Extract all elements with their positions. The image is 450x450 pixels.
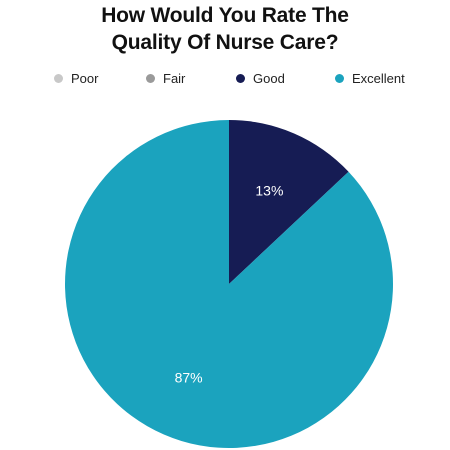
- chart-title: How Would You Rate The Quality Of Nurse …: [0, 2, 450, 56]
- legend-item-fair[interactable]: Fair: [146, 71, 185, 86]
- legend-swatch-fair: [146, 74, 155, 83]
- legend-item-poor[interactable]: Poor: [54, 71, 98, 86]
- legend-label-good: Good: [253, 71, 285, 86]
- chart-title-line-1: How Would You Rate The: [101, 4, 349, 27]
- chart-legend: Poor Fair Good Excellent: [0, 71, 450, 89]
- legend-label-fair: Fair: [163, 71, 186, 86]
- legend-item-good[interactable]: Good: [236, 71, 285, 86]
- legend-item-excellent[interactable]: Excellent: [335, 71, 405, 86]
- legend-swatch-poor: [54, 74, 63, 83]
- pie-label-excellent: 87%: [175, 369, 203, 385]
- pie-slice-excellent[interactable]: [65, 120, 394, 448]
- legend-swatch-excellent: [335, 74, 344, 83]
- chart-title-line-2: Quality Of Nurse Care?: [111, 31, 339, 54]
- pie-label-good: 13%: [255, 183, 283, 199]
- legend-label-excellent: Excellent: [352, 71, 405, 86]
- legend-label-poor: Poor: [71, 71, 99, 86]
- pie-slice-good[interactable]: [229, 120, 349, 284]
- legend-swatch-good: [236, 74, 245, 83]
